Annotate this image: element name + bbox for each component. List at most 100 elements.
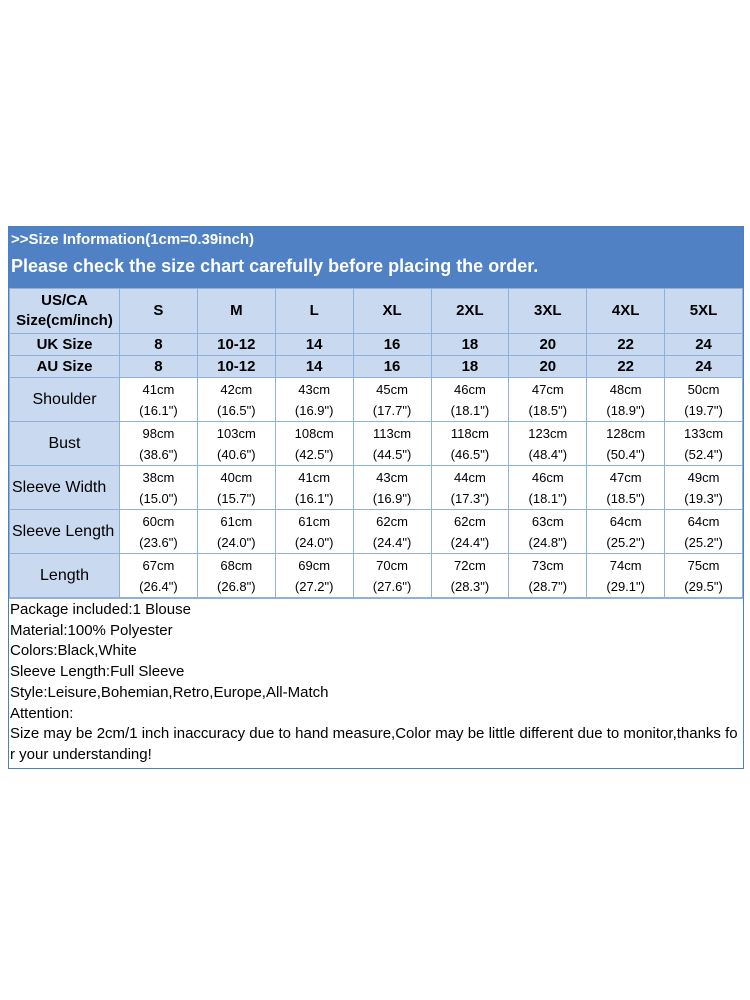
measurement-cell: 62cm (24.4") <box>430 509 510 554</box>
cm-value: 43cm <box>298 381 331 397</box>
measurement-cell: 47cm (18.5") <box>586 465 666 510</box>
inch-value: (26.8") <box>217 578 256 594</box>
measurement-cell: 128cm (50.4") <box>586 421 666 466</box>
inch-value: (24.0") <box>217 534 256 550</box>
inch-value: (28.7") <box>528 578 568 594</box>
cm-value: 118cm <box>450 425 489 441</box>
inch-value: (26.4") <box>139 578 178 594</box>
measurement-cell: 73cm (28.7") <box>508 553 588 598</box>
inch-value: (29.5") <box>684 578 723 594</box>
inch-value: (18.5") <box>606 490 645 506</box>
au-size-value: 20 <box>508 355 588 378</box>
measurement-cell: 69cm (27.2") <box>274 553 354 598</box>
cm-value: 73cm <box>531 557 564 573</box>
size-label: XL <box>352 288 432 334</box>
measurement-label: Sleeve Width <box>9 465 120 510</box>
inch-value: (19.7") <box>684 402 723 418</box>
uk-size-label: UK Size <box>9 333 120 356</box>
inch-value: (18.5") <box>528 402 568 418</box>
cm-value: 62cm <box>454 513 486 529</box>
size-label: S <box>119 288 198 334</box>
inch-value: (18.1") <box>450 402 490 418</box>
measurement-cell: 47cm (18.5") <box>508 377 588 422</box>
cm-value: 61cm <box>298 513 331 529</box>
measurement-cell: 44cm (17.3") <box>430 465 510 510</box>
measurement-row: Length 67cm (26.4") 68cm (26.8") 69cm (27.2") 7… <box>9 553 743 598</box>
au-size-label: AU Size <box>9 355 120 378</box>
size-notice: Please check the size chart carefully be… <box>11 256 539 276</box>
measurement-cell: 63cm (24.8") <box>508 509 588 554</box>
measurement-cell: 70cm (27.6") <box>352 553 432 598</box>
size-chart: >>Size Information(1cm=0.39inch) Please … <box>8 226 744 769</box>
cm-value: 38cm <box>142 469 175 485</box>
cm-value: 63cm <box>531 513 564 529</box>
au-size-value: 10-12 <box>196 355 276 378</box>
size-label: 5XL <box>664 288 743 334</box>
cm-value: 49cm <box>687 469 720 485</box>
cm-value: 47cm <box>531 381 564 397</box>
uk-size-value: 10-12 <box>196 333 276 356</box>
cm-value: 47cm <box>609 469 642 485</box>
measurement-cell: 118cm (46.5") <box>430 421 510 466</box>
size-label: 4XL <box>586 288 666 334</box>
measurement-cell: 64cm (25.2") <box>586 509 666 554</box>
cm-value: 103cm <box>216 425 256 441</box>
inch-value: (18.1") <box>528 490 568 506</box>
size-label: 3XL <box>508 288 588 334</box>
au-size-value: 16 <box>352 355 432 378</box>
au-size-value: 24 <box>664 355 743 378</box>
cm-value: 45cm <box>376 381 408 397</box>
cm-value: 46cm <box>531 469 564 485</box>
inch-value: (44.5") <box>372 446 412 462</box>
cm-value: 60cm <box>142 513 175 529</box>
au-size-row: AU Size 8 10-12 14 16 18 20 22 24 <box>9 355 743 378</box>
measurement-cell: 48cm (18.9") <box>586 377 666 422</box>
inch-value: (24.8") <box>528 534 568 550</box>
cm-value: 40cm <box>220 469 253 485</box>
cm-value: 67cm <box>142 557 175 573</box>
cm-value: 72cm <box>454 557 486 573</box>
inch-value: (19.3") <box>684 490 723 506</box>
inch-value: (16.9") <box>294 402 334 418</box>
measurement-label: Sleeve Length <box>9 509 120 554</box>
cm-value: 108cm <box>294 425 334 441</box>
measurement-cell: 46cm (18.1") <box>508 465 588 510</box>
measurement-cell: 123cm (48.4") <box>508 421 588 466</box>
inch-value: (17.3") <box>450 490 490 506</box>
note-line: Colors:Black,White <box>10 642 137 660</box>
uk-size-value: 14 <box>274 333 354 356</box>
measurement-cell: 108cm (42.5") <box>274 421 354 466</box>
inch-value: (24.4") <box>450 534 490 550</box>
inch-value: (15.0") <box>139 490 178 506</box>
cm-value: 41cm <box>142 381 175 397</box>
inch-value: (25.2") <box>606 534 645 550</box>
cm-value: 128cm <box>606 425 646 441</box>
measurement-cell: 113cm (44.5") <box>352 421 432 466</box>
cm-value: 61cm <box>220 513 253 529</box>
inch-value: (16.1") <box>294 490 334 506</box>
size-info-title: >>Size Information(1cm=0.39inch) <box>11 231 254 248</box>
measurement-row: Sleeve Length 60cm (23.6") 61cm (24.0") 61cm (… <box>9 509 743 554</box>
us-ca-size-header: US/CA Size(cm/inch) <box>9 288 120 334</box>
corner-line2: Size(cm/inch) <box>16 312 113 329</box>
inch-value: (28.3") <box>450 578 490 594</box>
measurement-cell: 60cm (23.6") <box>119 509 198 554</box>
au-size-value: 8 <box>119 355 198 378</box>
measurement-cell: 42cm (16.5") <box>196 377 276 422</box>
uk-size-value: 22 <box>586 333 666 356</box>
measurement-row: Bust 98cm (38.6") 103cm (40.6") 108cm (42.5") 1… <box>9 421 743 466</box>
cm-value: 98cm <box>142 425 175 441</box>
inch-value: (24.4") <box>372 534 412 550</box>
measurement-cell: 72cm (28.3") <box>430 553 510 598</box>
cm-value: 44cm <box>454 469 486 485</box>
cm-value: 123cm <box>528 425 568 441</box>
measurement-row: Shoulder 41cm (16.1") 42cm (16.5") 43cm (16.9"… <box>9 377 743 422</box>
inch-value: (27.6") <box>372 578 412 594</box>
inch-value: (27.2") <box>294 578 334 594</box>
inch-value: (29.1") <box>606 578 645 594</box>
measurement-cell: 61cm (24.0") <box>274 509 354 554</box>
measurement-cell: 68cm (26.8") <box>196 553 276 598</box>
inch-value: (15.7") <box>217 490 256 506</box>
cm-value: 64cm <box>687 513 720 529</box>
cm-value: 62cm <box>376 513 408 529</box>
